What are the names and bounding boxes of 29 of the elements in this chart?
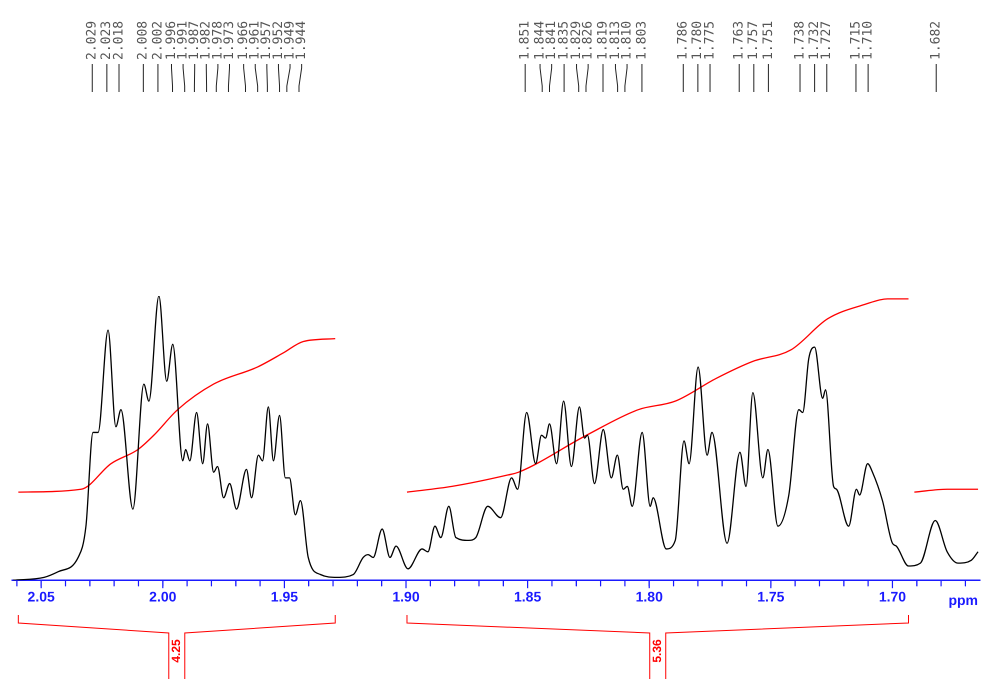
annotation: 1.819 [595, 20, 610, 60]
annotation: 1.803 [634, 20, 650, 60]
x-tick-label: 1.70 [878, 588, 906, 604]
x-tick-label: 1.90 [392, 588, 420, 604]
annotation: 1.751 [760, 20, 776, 60]
annotation: 1.826 [580, 20, 596, 60]
annotation: 2.008 [136, 20, 151, 60]
annotation: 1.786 [676, 20, 691, 60]
annotation: 1.973 [222, 20, 237, 60]
x-tick-label: 1.95 [270, 588, 298, 604]
annotation: 1.763 [732, 20, 747, 60]
annotation: 2.002 [150, 20, 166, 60]
text: 5.36 [650, 639, 664, 663]
text: 4.25 [169, 639, 184, 663]
annotation: 1.810 [619, 20, 634, 60]
x-tick-label: 2.00 [149, 588, 177, 604]
x-tick-label: 2.05 [28, 588, 56, 604]
annotation: 1.851 [518, 20, 533, 60]
x-tick-label: 1.85 [514, 588, 542, 604]
annotation: 1.757 [746, 20, 762, 60]
annotation: 1.738 [792, 20, 808, 60]
x-tick-label: 1.80 [636, 588, 664, 604]
annotation: 2.029 [84, 20, 100, 60]
annotation: 1.732 [806, 20, 822, 60]
annotation: 1.682 [928, 20, 944, 60]
x-axis-title: ppm [948, 592, 978, 608]
annotation: 1.944 [294, 20, 310, 60]
x-tick-label: 1.75 [757, 588, 785, 604]
annotation: 1.727 [819, 20, 834, 60]
